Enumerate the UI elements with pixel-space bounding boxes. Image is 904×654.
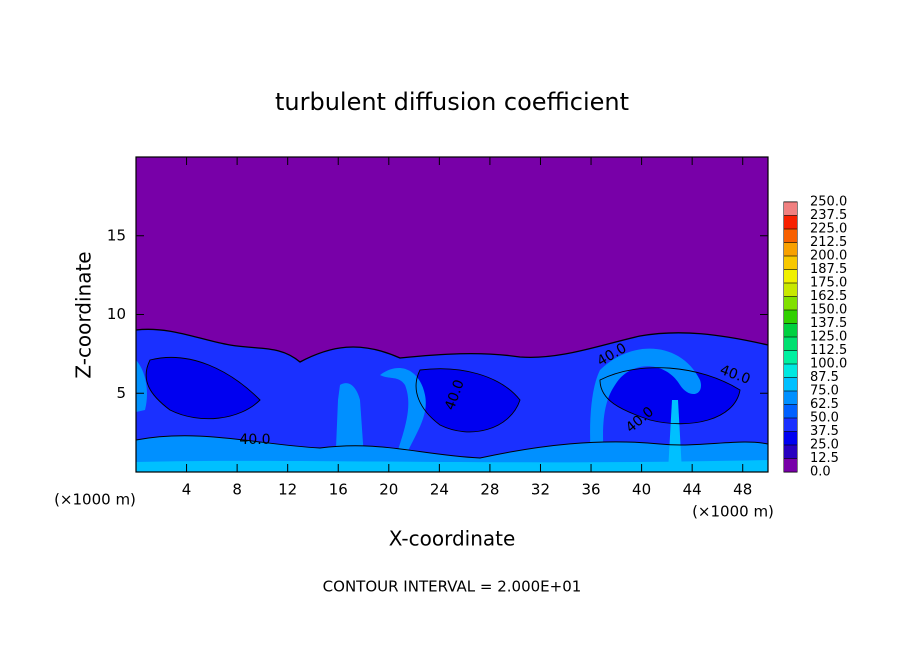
field-region <box>416 368 520 432</box>
contour-line <box>135 328 769 363</box>
x-tick-label: 24 <box>430 481 449 499</box>
colorbar-label: 200.0 <box>810 249 847 264</box>
x-unit-label: (×1000 m) <box>692 503 774 521</box>
colorbar-band <box>784 310 797 324</box>
contour-line <box>145 356 741 433</box>
x-tick-label: 8 <box>232 481 242 499</box>
x-tick-label: 40 <box>632 481 651 499</box>
colorbar-label: 0.0 <box>810 465 831 480</box>
colorbar-label: 150.0 <box>810 303 847 318</box>
colorbar-label: 37.5 <box>810 424 839 439</box>
colorbar-band <box>784 350 797 364</box>
colorbar-label: 162.5 <box>810 289 847 304</box>
colorbar-label: 125.0 <box>810 330 847 345</box>
colorbar-band <box>784 377 797 391</box>
colorbar-band <box>784 337 797 351</box>
chart-title: turbulent diffusion coefficient <box>275 88 629 116</box>
x-axis-label: X-coordinate <box>389 527 516 551</box>
colorbar-band <box>784 323 797 337</box>
colorbar-band <box>784 283 797 297</box>
colorbar-label: 50.0 <box>810 411 839 426</box>
colorbar-band <box>784 242 797 256</box>
x-tick-label: 32 <box>531 481 550 499</box>
colorbar-label: 237.5 <box>810 208 847 223</box>
colorbar-label: 137.5 <box>810 316 847 331</box>
colorbar-label: 87.5 <box>810 370 839 385</box>
colorbar-label: 12.5 <box>810 451 839 466</box>
colorbar-band <box>784 458 797 472</box>
colorbar-label: 25.0 <box>810 438 839 453</box>
colorbar-label: 187.5 <box>810 262 847 277</box>
colorbar-band <box>784 256 797 270</box>
x-tick-label: 28 <box>480 481 499 499</box>
contour-label: 40.0 <box>239 432 270 448</box>
colorbar-label: 212.5 <box>810 235 847 250</box>
annotation: CONTOUR INTERVAL = 2.000E+01 <box>323 578 582 596</box>
colorbar-band <box>784 364 797 378</box>
colorbar-label: 225.0 <box>810 222 847 237</box>
field-region <box>146 357 260 419</box>
colorbar-label: 100.0 <box>810 357 847 372</box>
colorbar-band <box>784 404 797 418</box>
x-tick-label: 36 <box>581 481 600 499</box>
x-tick-label: 16 <box>329 481 348 499</box>
x-tick-label: 48 <box>733 481 752 499</box>
y-tick-label: 15 <box>107 226 126 244</box>
colorbar-band <box>784 202 797 216</box>
field-region <box>335 383 365 472</box>
colorbar-label: 250.0 <box>810 195 847 210</box>
field-region <box>136 460 768 472</box>
x-tick-label: 12 <box>278 481 297 499</box>
colorbar-band <box>784 229 797 243</box>
colorbar-label: 62.5 <box>810 397 839 412</box>
colorbar-band <box>784 296 797 310</box>
y-tick-label: 10 <box>107 305 126 323</box>
colorbar-label: 75.0 <box>810 384 839 399</box>
colorbar-band <box>784 431 797 445</box>
y-tick-label: 5 <box>116 384 126 402</box>
x-tick-label: 4 <box>182 481 192 499</box>
colorbar-band <box>784 215 797 229</box>
colorbar-band <box>784 269 797 283</box>
field-region <box>668 400 682 472</box>
colorbar-label: 112.5 <box>810 343 847 358</box>
contour-line <box>135 435 769 459</box>
y-axis-label: Z-coordinate <box>72 251 96 378</box>
field-region <box>600 367 740 424</box>
x-tick-label: 44 <box>683 481 702 499</box>
field-region <box>136 360 147 412</box>
colorbar-band <box>784 418 797 432</box>
y-unit-label: (×1000 m) <box>54 491 136 509</box>
colorbar-band <box>784 391 797 405</box>
colorbar-band <box>784 445 797 459</box>
field-region <box>590 348 701 470</box>
colorbar-label: 175.0 <box>810 276 847 291</box>
x-tick-label: 20 <box>379 481 398 499</box>
field <box>135 157 769 472</box>
field-region <box>380 367 426 470</box>
